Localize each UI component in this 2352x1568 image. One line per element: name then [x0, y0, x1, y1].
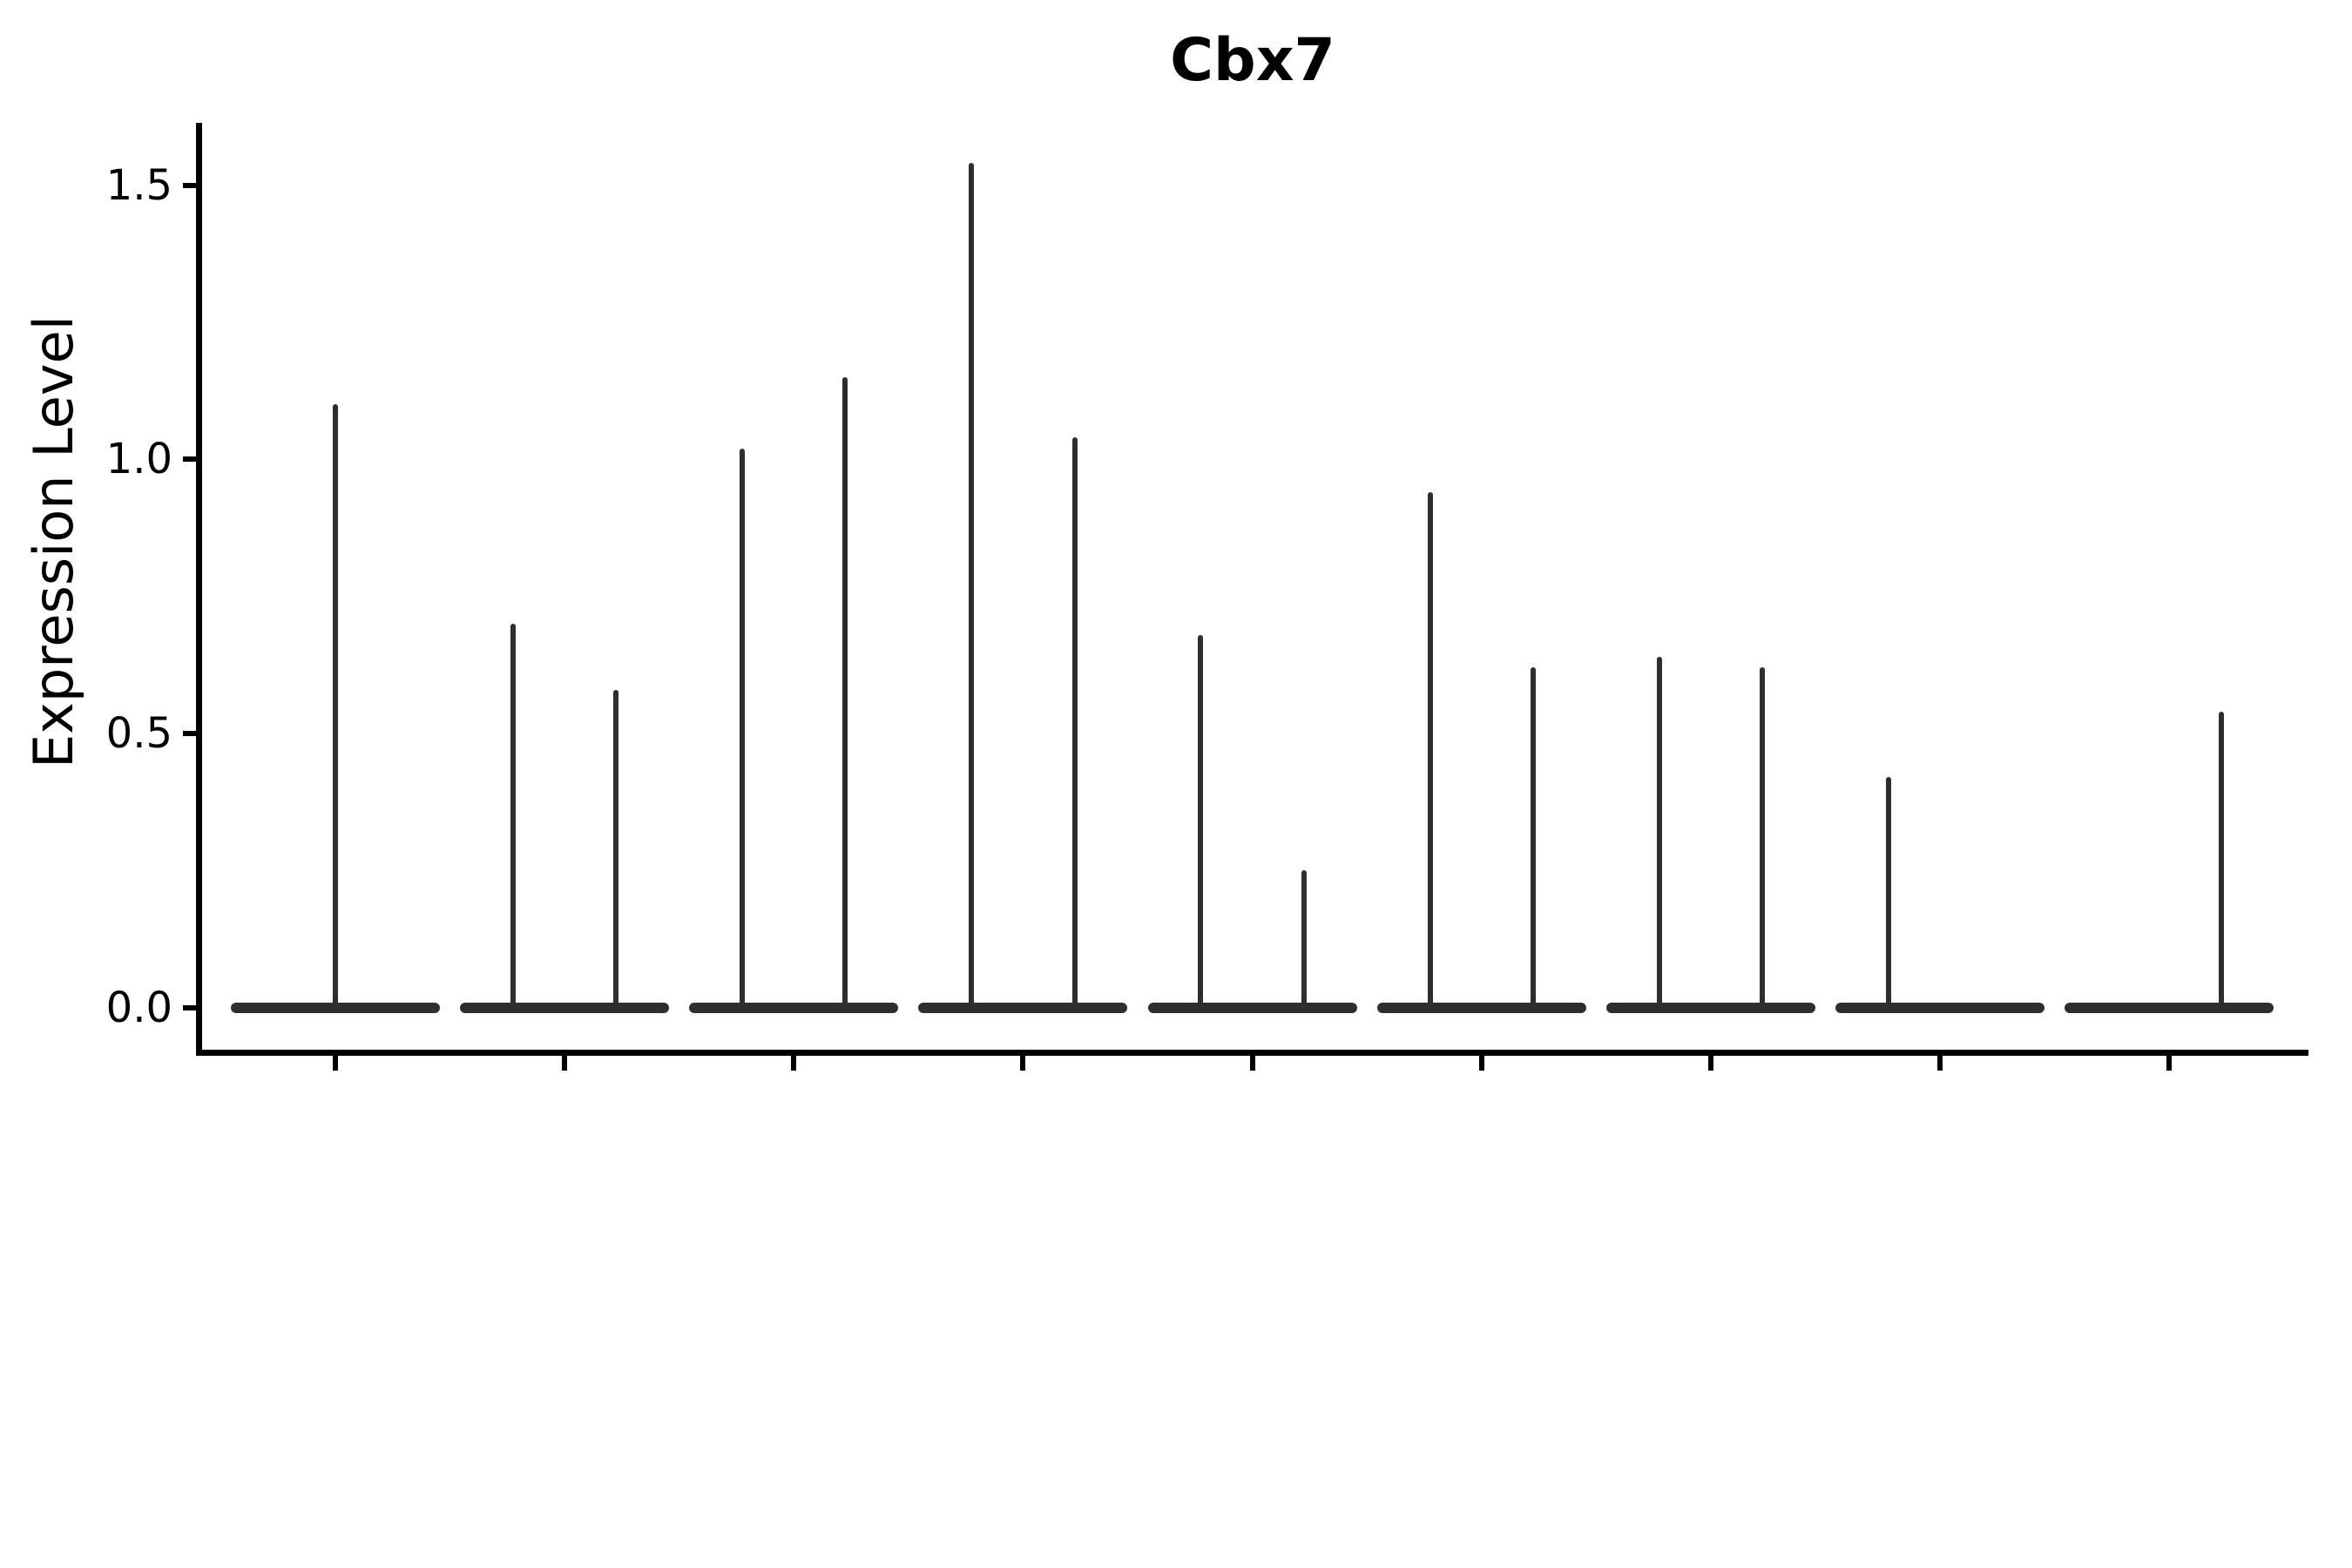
- violin-spike: [740, 448, 745, 1008]
- violin-base: [689, 1002, 899, 1013]
- violin-spike: [969, 163, 975, 1008]
- y-tick: [183, 730, 197, 736]
- violin-base: [2065, 1002, 2274, 1013]
- violin-spike: [332, 404, 338, 1008]
- y-tick: [183, 182, 197, 188]
- x-tick: [562, 1056, 567, 1071]
- violin-spike: [842, 376, 848, 1008]
- violin-base: [1835, 1002, 2045, 1013]
- chart-title: Cbx7: [1170, 26, 1335, 95]
- violin-base: [230, 1002, 440, 1013]
- violin-base: [1376, 1002, 1586, 1013]
- violin-base: [460, 1002, 669, 1013]
- violin-spike: [613, 689, 619, 1008]
- violin-spike: [1760, 667, 1766, 1008]
- x-tick: [2166, 1056, 2173, 1071]
- x-tick: [1020, 1056, 1026, 1071]
- y-tick-label: 0.0: [105, 983, 172, 1032]
- y-tick-label: 0.5: [105, 708, 172, 758]
- y-tick-label: 1.0: [105, 435, 172, 484]
- violin-spike: [1198, 634, 1204, 1008]
- violin-base: [1606, 1002, 1815, 1013]
- violin-spike: [1531, 667, 1536, 1008]
- x-tick: [1937, 1056, 1943, 1071]
- x-tick: [1478, 1056, 1484, 1071]
- y-tick-label: 1.5: [105, 160, 172, 210]
- violin-spike: [510, 623, 516, 1008]
- violin-base: [918, 1002, 1128, 1013]
- violin-spike: [1071, 437, 1078, 1008]
- x-tick: [332, 1056, 338, 1071]
- x-tick: [1708, 1056, 1713, 1071]
- x-axis-spine: [196, 1050, 2308, 1056]
- violin-spike: [1427, 491, 1433, 1008]
- violin-spike: [2218, 711, 2224, 1008]
- x-tick: [1249, 1056, 1255, 1071]
- y-tick: [183, 456, 197, 463]
- violin-base: [1147, 1002, 1357, 1013]
- y-axis-spine: [196, 123, 202, 1056]
- y-tick: [183, 1004, 197, 1010]
- violin-spike: [1301, 870, 1307, 1008]
- x-tick: [791, 1056, 797, 1071]
- violin-spike: [1886, 777, 1891, 1008]
- violin-spike: [1656, 656, 1662, 1008]
